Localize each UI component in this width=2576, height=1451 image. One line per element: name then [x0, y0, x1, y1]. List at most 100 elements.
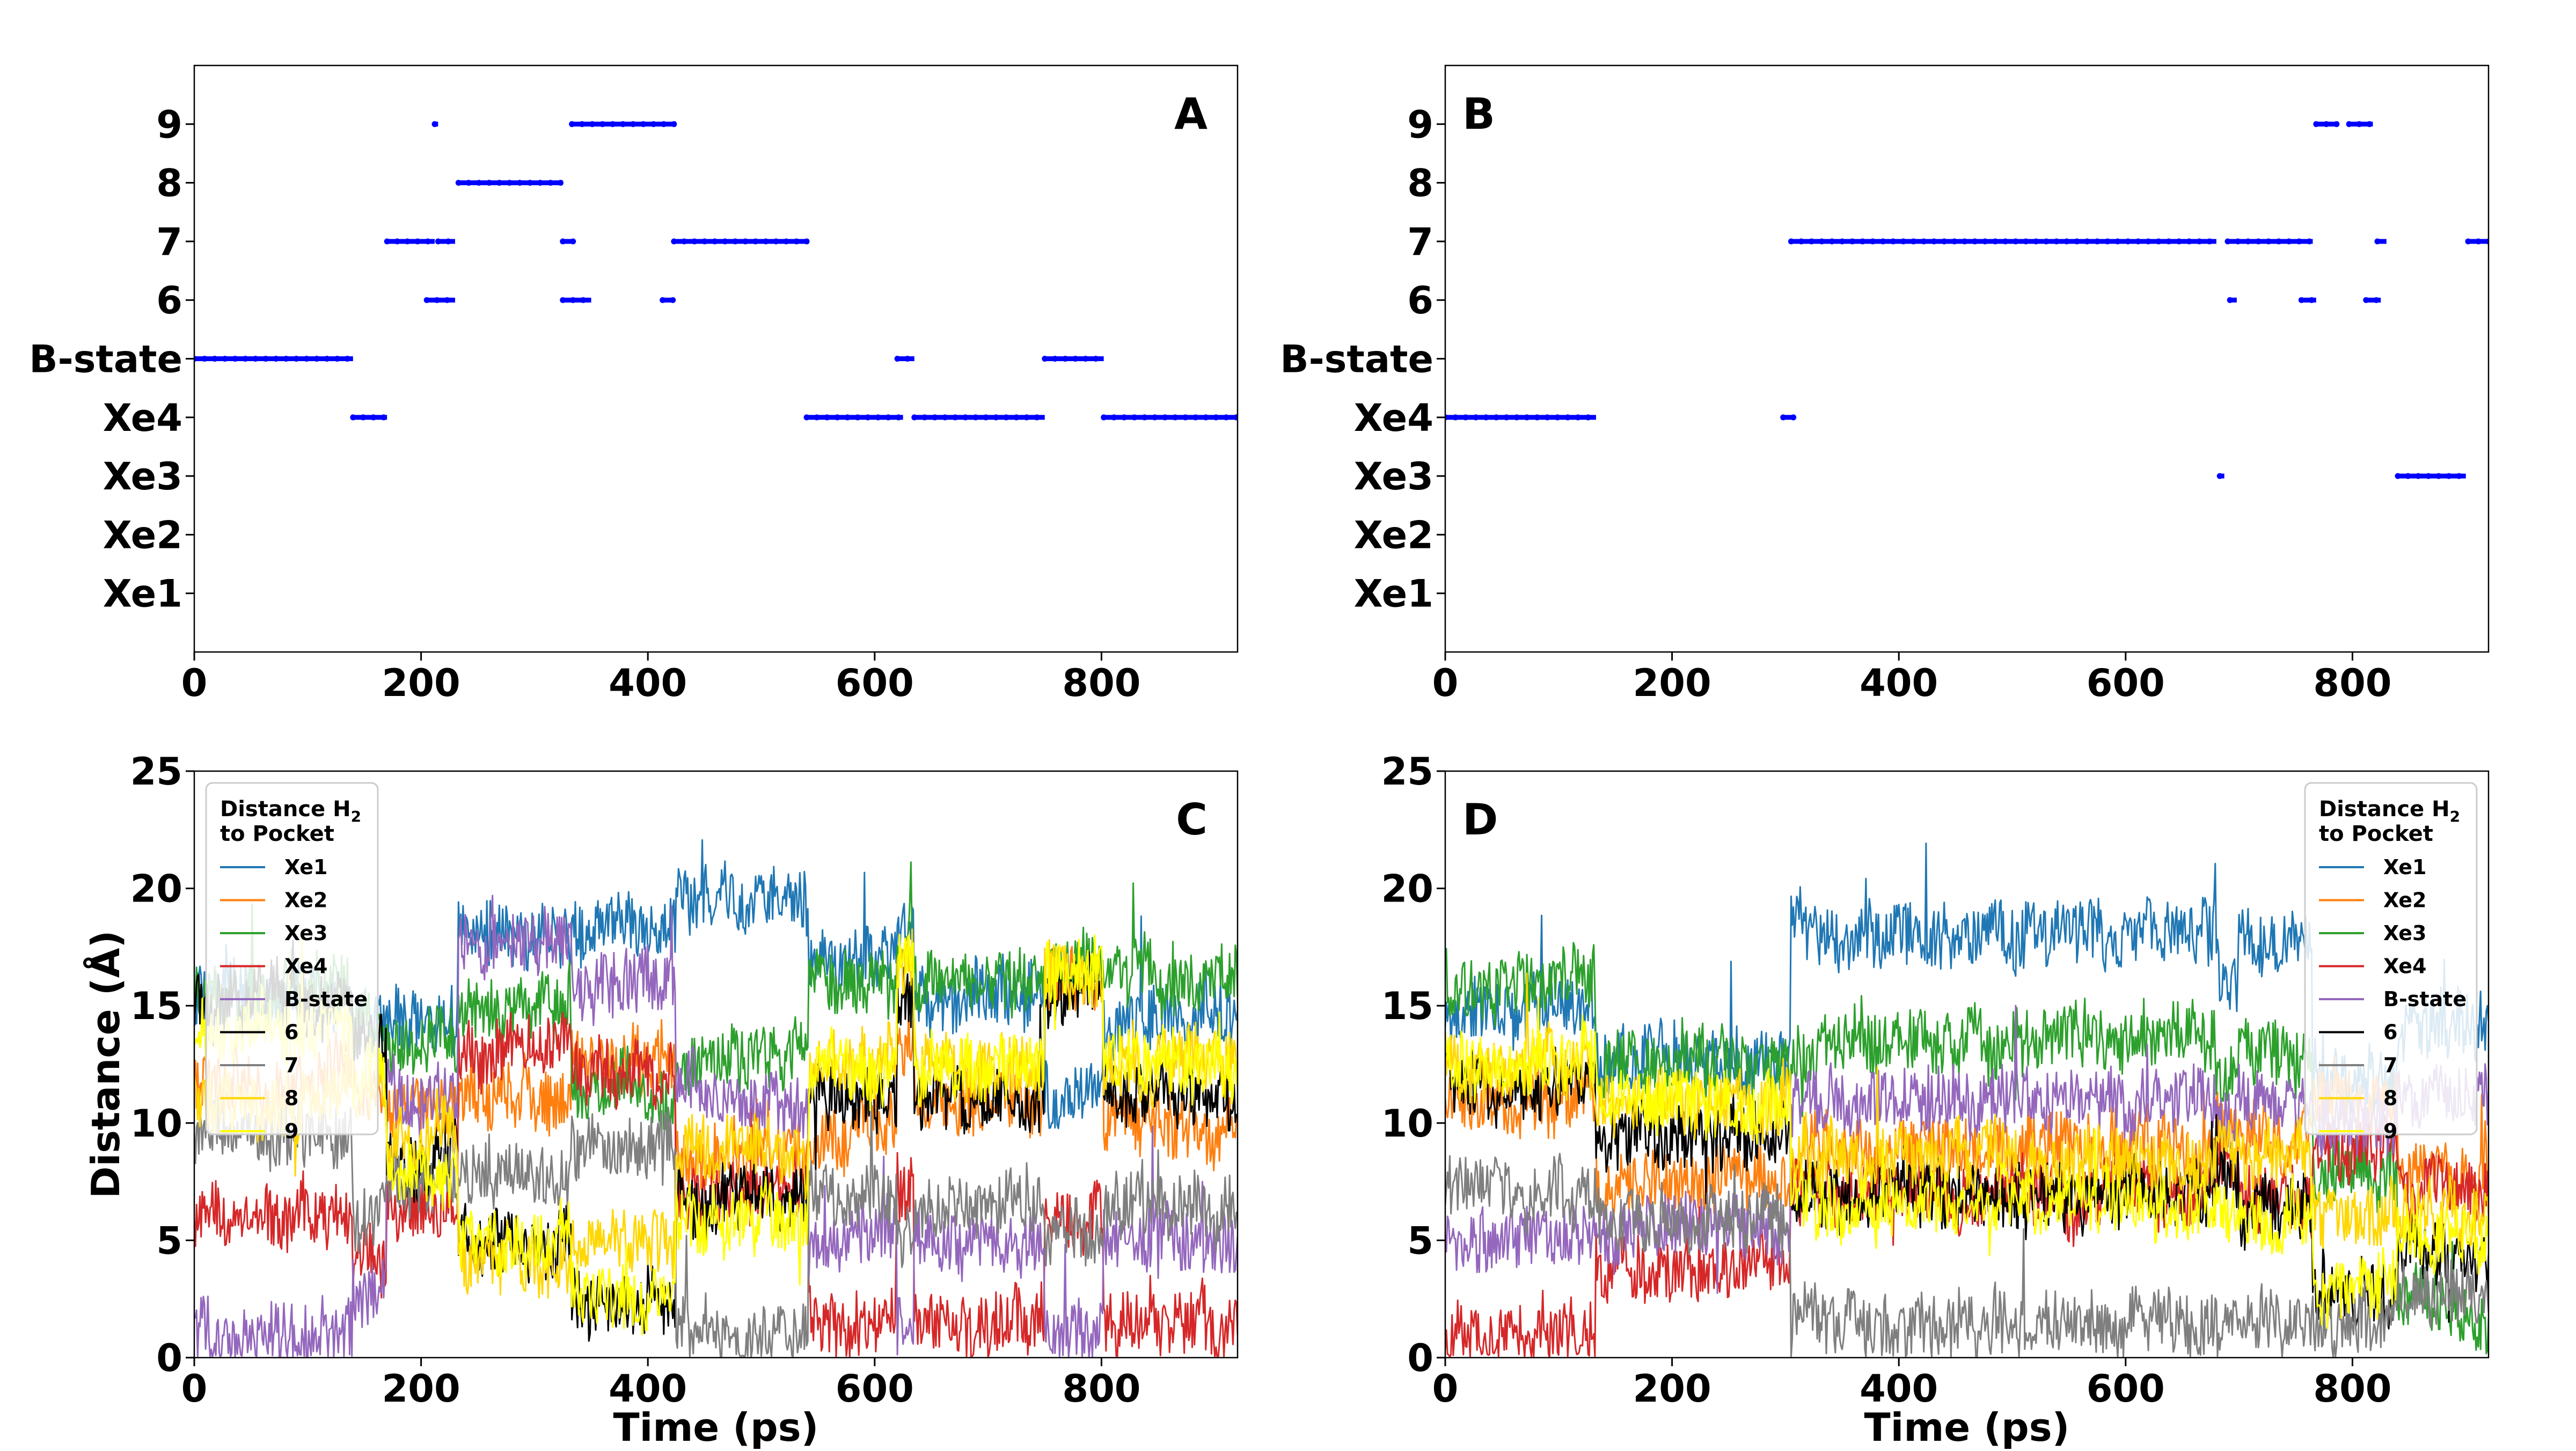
state-point	[2023, 238, 2029, 245]
axes-frame	[193, 64, 1239, 653]
state-point	[1082, 356, 1089, 362]
state-point	[2475, 238, 2482, 245]
legend-title-line1: Distance H2	[220, 797, 361, 825]
state-point	[414, 238, 421, 245]
state-point	[334, 356, 340, 362]
legend-label: 6	[284, 1021, 298, 1044]
state-point	[496, 180, 502, 186]
state-point	[1951, 238, 1958, 245]
state-point	[1223, 414, 1230, 421]
state-point	[2308, 297, 2315, 303]
state-point	[875, 414, 881, 421]
state-point	[1034, 414, 1040, 421]
state-point	[222, 356, 228, 362]
state-point	[560, 297, 566, 303]
state-point	[773, 238, 779, 245]
state-point	[2053, 238, 2060, 245]
state-point	[2033, 238, 2039, 245]
state-point	[1131, 414, 1138, 421]
y-tick-label: 20	[1381, 867, 1433, 911]
state-point	[2366, 121, 2373, 127]
y-tick-label: B-state	[1280, 338, 1433, 382]
y-tick-label: Xe4	[103, 396, 182, 440]
state-point	[972, 414, 979, 421]
state-point	[904, 356, 911, 362]
state-point	[2405, 473, 2411, 479]
legend-box	[205, 782, 379, 1135]
y-tick-label: 25	[1381, 750, 1433, 794]
state-point	[701, 238, 708, 245]
state-point	[2235, 238, 2241, 245]
panel-label: A	[1174, 89, 1208, 139]
x-tick-label: 200	[382, 1367, 460, 1411]
x-axis-label: Time (ps)	[613, 1405, 819, 1449]
y-tick-label: 15	[1381, 984, 1433, 1028]
y-tick-label: 7	[156, 220, 182, 264]
state-point	[712, 238, 718, 245]
state-point	[384, 238, 390, 245]
state-point	[1798, 238, 1804, 245]
y-axis-label: Distance (Å)	[83, 930, 128, 1199]
x-tick-label: 800	[2313, 661, 2391, 705]
legend-label: Xe1	[284, 855, 328, 879]
legend-label: 7	[284, 1053, 298, 1077]
state-point	[2074, 238, 2080, 245]
legend-label: Xe1	[2383, 855, 2427, 879]
state-point	[1493, 414, 1499, 421]
state-point	[1445, 414, 1448, 421]
panel-label: D	[1462, 795, 1498, 845]
state-point	[2084, 238, 2090, 245]
x-tick-label: 800	[2313, 1367, 2391, 1411]
x-tick-label: 200	[1633, 1367, 1711, 1411]
x-tick-label: 600	[836, 1367, 914, 1411]
y-tick-label: 8	[1407, 162, 1433, 206]
state-point	[569, 121, 575, 127]
state-point	[2446, 473, 2452, 479]
state-point	[983, 414, 989, 421]
state-point	[1513, 414, 1520, 421]
x-tick-label: 800	[1062, 661, 1140, 705]
state-point	[394, 238, 400, 245]
state-point	[2176, 238, 2182, 245]
state-point	[1203, 414, 1209, 421]
state-point	[2265, 238, 2272, 245]
state-point	[1141, 414, 1148, 421]
state-point	[360, 414, 367, 421]
state-point	[932, 414, 938, 421]
state-point	[650, 121, 657, 127]
state-point	[1890, 238, 1897, 245]
x-tick-label: 400	[609, 661, 687, 705]
y-tick-label: Xe3	[1354, 455, 1433, 499]
state-point	[1192, 414, 1199, 421]
state-point	[324, 356, 330, 362]
state-point	[560, 238, 566, 245]
legend-label: 7	[2383, 1053, 2397, 1077]
state-point	[2306, 238, 2312, 245]
y-tick-label: 9	[156, 102, 182, 146]
state-point	[2227, 297, 2233, 303]
legend-label: B-state	[2383, 987, 2467, 1011]
state-point	[242, 356, 248, 362]
state-point	[1111, 414, 1117, 421]
state-point	[803, 238, 810, 245]
state-point	[211, 356, 218, 362]
state-point	[803, 414, 810, 421]
axes-frame	[1444, 64, 2490, 653]
y-tick-label: Xe4	[1354, 396, 1433, 440]
legend-box	[2304, 782, 2478, 1135]
state-point	[2485, 238, 2489, 245]
state-point	[814, 414, 820, 421]
state-point	[1931, 238, 1937, 245]
state-point	[732, 238, 738, 245]
y-tick-label: Xe1	[1354, 572, 1433, 616]
y-tick-label: 5	[156, 1219, 182, 1263]
state-point	[370, 414, 377, 421]
state-point	[1003, 414, 1009, 421]
state-point	[526, 180, 533, 186]
state-point	[2296, 238, 2302, 245]
state-point	[1911, 238, 1917, 245]
x-tick-label: 0	[181, 661, 208, 705]
state-point	[722, 238, 728, 245]
